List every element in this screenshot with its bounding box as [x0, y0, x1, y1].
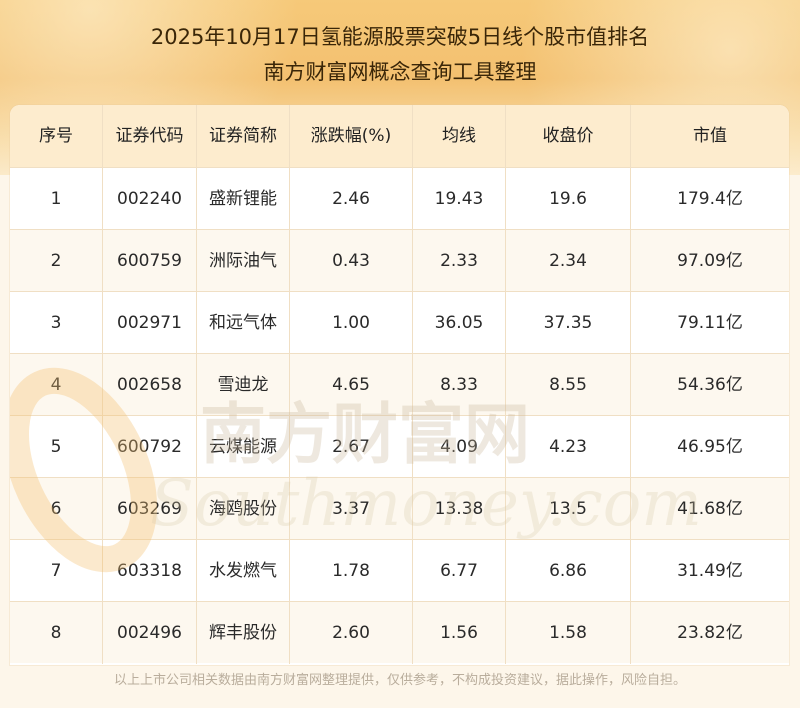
- cell-name: 洲际油气: [197, 230, 290, 292]
- cell-ma: 36.05: [413, 292, 506, 354]
- cell-close: 37.35: [506, 292, 631, 354]
- cell-code: 002496: [103, 602, 197, 664]
- cell-name: 水发燃气: [197, 540, 290, 602]
- table-row: 6 603269 海鸥股份 3.37 13.38 13.5 41.68亿: [10, 477, 789, 540]
- cell-change: 2.46: [290, 168, 413, 230]
- cell-index: 1: [10, 168, 103, 230]
- cell-market-cap: 179.4亿: [677, 189, 743, 209]
- table-row: 4 002658 雪迪龙 4.65 8.33 8.55 54.36亿: [10, 353, 789, 416]
- table-row: 2 600759 洲际油气 0.43 2.33 2.34 97.09亿: [10, 229, 789, 292]
- cell-change: 0.43: [290, 230, 413, 292]
- cell-close: 19.6: [506, 168, 631, 230]
- column-header-market-cap: 市值: [693, 126, 727, 146]
- cell-ma: 19.43: [413, 168, 506, 230]
- cell-ma: 4.09: [413, 416, 506, 478]
- cell-name: 海鸥股份: [197, 478, 290, 540]
- table-header-row: 序号 证券代码 证券简称 涨跌幅(%) 均线 收盘价 市值: [10, 105, 789, 167]
- cell-code: 600759: [103, 230, 197, 292]
- cell-index: 7: [10, 540, 103, 602]
- cell-close: 6.86: [506, 540, 631, 602]
- column-header-change: 涨跌幅(%): [290, 105, 413, 167]
- cell-ma: 13.38: [413, 478, 506, 540]
- cell-code: 002658: [103, 354, 197, 416]
- cell-index: 3: [10, 292, 103, 354]
- page-subtitle: 南方财富网概念查询工具整理: [263, 60, 537, 84]
- cell-close: 8.55: [506, 354, 631, 416]
- cell-code: 603269: [103, 478, 197, 540]
- stock-table: 序号 证券代码 证券简称 涨跌幅(%) 均线 收盘价 市值 1 002240 盛…: [10, 105, 789, 665]
- cell-market-cap: 97.09亿: [677, 251, 743, 271]
- cell-index: 2: [10, 230, 103, 292]
- footer-disclaimer: 以上上市公司相关数据由南方财富网整理提供，仅供参考，不构成投资建议，据此操作，风…: [113, 673, 686, 688]
- cell-close: 2.34: [506, 230, 631, 292]
- cell-index: 5: [10, 416, 103, 478]
- table-row: 8 002496 辉丰股份 2.60 1.56 1.58 23.82亿: [10, 601, 789, 664]
- cell-market-cap: 79.11亿: [677, 313, 743, 333]
- column-header-name: 证券简称: [197, 105, 290, 167]
- footer: 以上上市公司相关数据由南方财富网整理提供，仅供参考，不构成投资建议，据此操作，风…: [0, 668, 800, 708]
- cell-change: 4.65: [290, 354, 413, 416]
- column-header-code: 证券代码: [103, 105, 197, 167]
- cell-close: 13.5: [506, 478, 631, 540]
- table-row: 7 603318 水发燃气 1.78 6.77 6.86 31.49亿: [10, 539, 789, 602]
- table-row: 5 600792 云煤能源 2.67 4.09 4.23 46.95亿: [10, 415, 789, 478]
- column-header-ma: 均线: [413, 105, 506, 167]
- table-row: 3 002971 和远气体 1.00 36.05 37.35 79.11亿: [10, 291, 789, 354]
- cell-market-cap: 41.68亿: [677, 499, 743, 519]
- cell-code: 603318: [103, 540, 197, 602]
- cell-code: 600792: [103, 416, 197, 478]
- cell-code: 002971: [103, 292, 197, 354]
- cell-ma: 1.56: [413, 602, 506, 664]
- cell-index: 4: [10, 354, 103, 416]
- column-header-index: 序号: [10, 105, 103, 167]
- cell-change: 1.78: [290, 540, 413, 602]
- cell-name: 辉丰股份: [197, 602, 290, 664]
- cell-ma: 6.77: [413, 540, 506, 602]
- page-title: 2025年10月17日氢能源股票突破5日线个股市值排名: [150, 25, 650, 49]
- cell-change: 2.67: [290, 416, 413, 478]
- cell-name: 雪迪龙: [197, 354, 290, 416]
- cell-change: 2.60: [290, 602, 413, 664]
- column-header-close: 收盘价: [506, 105, 631, 167]
- cell-name: 和远气体: [197, 292, 290, 354]
- cell-name: 云煤能源: [197, 416, 290, 478]
- table-row: 1 002240 盛新锂能 2.46 19.43 19.6 179.4亿: [10, 167, 789, 230]
- cell-market-cap: 46.95亿: [677, 437, 743, 457]
- cell-market-cap: 54.36亿: [677, 375, 743, 395]
- cell-ma: 8.33: [413, 354, 506, 416]
- cell-ma: 2.33: [413, 230, 506, 292]
- cell-close: 4.23: [506, 416, 631, 478]
- cell-code: 002240: [103, 168, 197, 230]
- cell-close: 1.58: [506, 602, 631, 664]
- cell-change: 3.37: [290, 478, 413, 540]
- cell-name: 盛新锂能: [197, 168, 290, 230]
- cell-market-cap: 31.49亿: [677, 561, 743, 581]
- cell-index: 6: [10, 478, 103, 540]
- cell-index: 8: [10, 602, 103, 664]
- cell-change: 1.00: [290, 292, 413, 354]
- cell-market-cap: 23.82亿: [677, 623, 743, 643]
